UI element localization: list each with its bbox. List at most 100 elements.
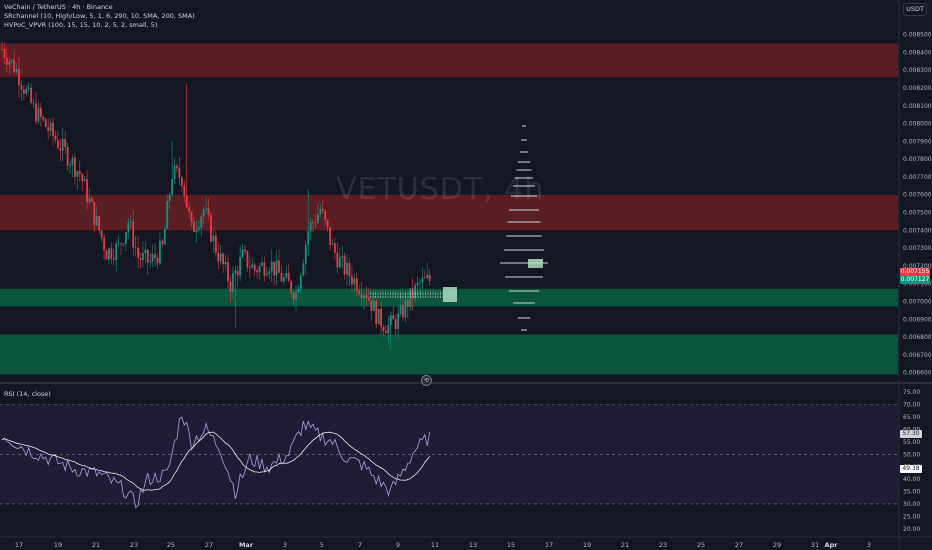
candle-body	[132, 221, 135, 248]
rsi-line	[1, 416, 431, 509]
candle-body	[52, 122, 54, 136]
candle-body	[219, 253, 222, 262]
candle-body	[200, 216, 203, 228]
candle-body	[251, 264, 254, 268]
time-axis-label: 23	[129, 541, 139, 549]
candle-body	[76, 171, 79, 177]
candle-body	[331, 243, 334, 245]
candle-body	[324, 210, 327, 220]
candle-body	[319, 209, 322, 215]
candle-body	[207, 208, 210, 216]
candle-body	[64, 138, 67, 148]
price-tick-label: 0.007100	[903, 281, 932, 288]
candle-body	[426, 274, 429, 278]
candle-body	[3, 49, 6, 58]
candle-body	[304, 244, 307, 264]
candle-body	[44, 119, 47, 127]
poc-box-2	[443, 287, 457, 302]
candle-body	[134, 247, 137, 249]
candle-body	[227, 261, 229, 282]
candle-body	[348, 262, 351, 277]
time-axis-label: Apr	[824, 541, 838, 549]
candle-body	[39, 107, 42, 118]
price-tick-label: 0.006800	[903, 334, 932, 341]
candle-body	[321, 209, 324, 211]
candle-body	[399, 304, 402, 314]
candle-body	[15, 68, 18, 73]
time-axis-label: 21	[91, 541, 101, 549]
time-axis-label: 27	[204, 541, 214, 549]
candle-body	[360, 293, 363, 299]
resistance-zone	[0, 43, 898, 78]
candle-body	[61, 138, 64, 151]
time-axis-label: 27	[734, 541, 744, 549]
rsi-tick-label: 50.00	[903, 451, 920, 458]
rsi-tick-label: 20.00	[903, 526, 920, 533]
candle-body	[163, 228, 166, 245]
candle-body	[244, 249, 246, 252]
rsi-tick-label: 30.00	[903, 501, 920, 508]
candle-body	[108, 248, 110, 260]
candle-body	[343, 255, 346, 275]
price-tick-label: 0.007500	[903, 210, 932, 217]
price-tick-label: 0.008100	[903, 103, 932, 110]
candle-body	[273, 261, 276, 276]
candle-body	[282, 277, 285, 282]
time-axis-label: 3	[866, 541, 872, 549]
time-axis-label: 9	[395, 541, 401, 549]
symbol-watermark: VETUSDT, 4h	[336, 172, 545, 207]
rsi-ma-tag: 49.38	[900, 465, 922, 473]
time-axis-label: 31	[810, 541, 820, 549]
replay-icon[interactable]: ⟲	[421, 375, 432, 386]
candle-body	[115, 243, 118, 261]
candle-body	[183, 185, 186, 196]
candle-body	[197, 227, 200, 230]
candle-body	[292, 293, 295, 300]
candle-body	[110, 248, 113, 259]
candle-body	[346, 262, 348, 275]
candle-body	[341, 255, 344, 258]
candle-body	[295, 291, 297, 300]
candle-body	[88, 198, 91, 203]
rsi-tick-label: 40.00	[903, 476, 920, 483]
candle-body	[363, 295, 365, 299]
candle-body	[217, 252, 220, 262]
candle-body	[142, 253, 144, 260]
currency-button[interactable]: USDT	[903, 3, 927, 16]
candle-body	[185, 195, 188, 208]
candle-body	[22, 89, 25, 94]
symbol-title[interactable]: VeChain / TetherUS · 4h · Binance	[4, 3, 113, 11]
candle-body	[338, 257, 341, 268]
candle-body	[112, 258, 115, 261]
candle-body	[83, 179, 86, 182]
candle-body	[253, 264, 256, 271]
indicator-rsi-title[interactable]: RSI (14, close)	[4, 390, 51, 398]
candle-body	[180, 177, 183, 186]
time-axis-label: 29	[772, 541, 782, 549]
candle-body	[365, 295, 368, 299]
indicator-hvpoc-vpvr[interactable]: HVPoC_VPVR (100, 15, 15, 10, 2, 5, 2, sm…	[4, 21, 158, 29]
indicator-srchannel[interactable]: SRchannel (10, High/Low, 5, 1, 6, 290, 1…	[4, 12, 195, 20]
rsi-tick-label: 70.00	[903, 402, 920, 409]
candle-body	[222, 253, 225, 265]
rsi-tick-label: 65.00	[903, 414, 920, 421]
candle-body	[32, 102, 35, 104]
candle-body	[144, 249, 147, 254]
candle-body	[312, 222, 314, 224]
candle-body	[176, 165, 178, 169]
candle-body	[377, 308, 380, 325]
candle-body	[392, 315, 395, 320]
candle-body	[78, 171, 81, 175]
candle-body	[355, 278, 358, 292]
candle-body	[368, 298, 370, 301]
candle-body	[91, 198, 93, 202]
candle-body	[154, 254, 156, 258]
candle-body	[98, 216, 101, 231]
candle-body	[25, 88, 28, 94]
candle-body	[402, 304, 404, 318]
candle-body	[229, 281, 232, 292]
current-price-tag-red: 0.007155	[900, 268, 930, 276]
price-tick-label: 0.007200	[903, 263, 932, 270]
candle-body	[27, 87, 30, 89]
